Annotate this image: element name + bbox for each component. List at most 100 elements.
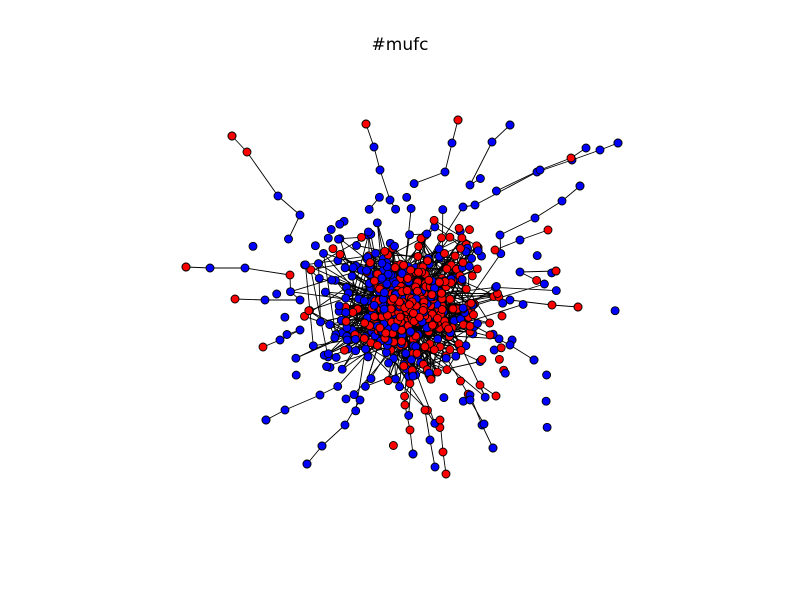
graph-node-red (490, 245, 500, 255)
graph-node-blue (291, 353, 301, 363)
graph-node-blue (377, 258, 387, 268)
graph-node-red (433, 313, 442, 323)
graph-node-blue (451, 351, 461, 361)
graph-node-blue (284, 234, 293, 244)
graph-node-red (438, 447, 448, 457)
graph-node-blue (406, 327, 415, 337)
graph-node-blue (500, 368, 510, 378)
graph-node-red (390, 263, 400, 273)
graph-node-red (454, 223, 464, 233)
graph-node-blue (275, 335, 285, 345)
graph-node-blue (363, 352, 373, 362)
graph-node-blue (295, 295, 305, 305)
graph-node-red (365, 258, 375, 268)
graph-node-blue (491, 281, 501, 291)
graph-node-red (395, 312, 405, 322)
graph-node-blue (385, 195, 395, 205)
graph-node-blue (408, 371, 418, 381)
graph-node-blue (535, 165, 545, 175)
graph-node-blue (541, 396, 551, 406)
graph-node-red (455, 243, 465, 253)
graph-node-red (399, 361, 409, 371)
graph-node-blue (371, 248, 381, 258)
graph-node-blue (342, 335, 352, 345)
graph-edge (509, 344, 535, 361)
graph-node-blue (488, 443, 498, 453)
graph-node-blue (542, 370, 552, 380)
graph-node-red (428, 320, 437, 330)
graph-node-blue (401, 348, 411, 358)
graph-node-red (420, 342, 430, 352)
graph-node-red (453, 115, 463, 125)
graph-node-blue (372, 218, 382, 228)
graph-edge (413, 171, 446, 185)
graph-edge (423, 325, 447, 365)
graph-node-red (400, 391, 410, 401)
graph-node-blue (314, 273, 324, 283)
graph-node-red (472, 264, 482, 274)
graph-node-red (475, 380, 485, 390)
graph-node-blue (319, 248, 328, 258)
graph-node-blue (470, 200, 480, 210)
graph-node-blue (404, 411, 414, 420)
graph-node-red (230, 294, 240, 304)
graph-node-blue (369, 142, 379, 152)
graph-node-blue (334, 234, 343, 244)
graph-edge (509, 299, 553, 306)
graph-node-blue (363, 227, 373, 237)
graph-edge (321, 424, 346, 447)
graph-node-blue (280, 405, 290, 415)
graph-node-blue (295, 325, 305, 335)
graph-node-blue (379, 304, 389, 314)
graph-node-blue (326, 225, 336, 234)
graph-node-blue (384, 358, 394, 368)
graph-node-red (445, 345, 455, 355)
graph-node-blue (205, 263, 215, 273)
graph-node-blue (359, 296, 369, 306)
graph-node-blue (465, 180, 475, 190)
graph-node-red (413, 251, 423, 261)
graph-node-blue (330, 333, 340, 343)
graph-node-blue (494, 334, 504, 344)
graph-node-blue (335, 219, 345, 229)
graph-node-blue (495, 230, 505, 240)
graph-node-blue (382, 279, 392, 289)
graph-node-red (372, 340, 382, 350)
graph-edge (277, 195, 301, 216)
graph-node-blue (610, 306, 620, 316)
graph-node-red (457, 233, 467, 243)
graph-edge (318, 263, 321, 322)
graph-node-blue (362, 266, 371, 275)
graph-node-blue (532, 251, 542, 261)
graph-node-blue (261, 415, 271, 425)
graph-node-blue (530, 213, 540, 223)
graph-edge (519, 229, 549, 241)
graph-edge (304, 264, 314, 346)
graph-node-blue (308, 341, 318, 351)
graph-node-red (547, 300, 557, 310)
graph-node-red (306, 265, 316, 275)
graph-node-red (412, 286, 422, 296)
graph-node-blue (397, 268, 407, 278)
graph-node-blue (340, 420, 350, 430)
graph-node-blue (440, 167, 450, 177)
graph-node-red (405, 425, 415, 435)
graph-node-blue (406, 204, 416, 213)
graph-node-red (328, 244, 338, 254)
graph-node-blue (340, 263, 350, 273)
graph-node-blue (355, 395, 365, 405)
graph-node-red (361, 119, 371, 129)
graph-node-red (445, 294, 455, 304)
graph-node-red (414, 267, 423, 277)
graph-node-blue (457, 274, 467, 284)
graph-node-blue (395, 382, 405, 392)
graph-node-blue (529, 355, 539, 365)
graph-edge (571, 149, 601, 161)
graph-node-red (429, 215, 439, 225)
graph-node-red (496, 343, 506, 353)
graph-node-blue (341, 394, 351, 404)
graph-node-blue (473, 319, 482, 328)
graph-node-red (467, 271, 477, 281)
graph-node-red (399, 260, 409, 270)
